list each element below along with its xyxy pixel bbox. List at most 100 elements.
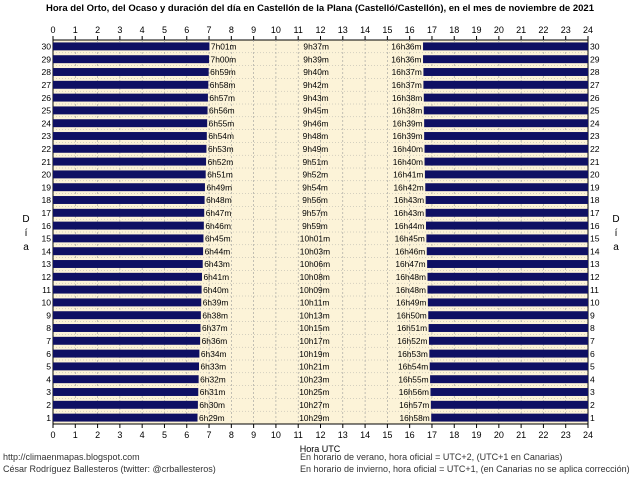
night-bar-before-sunrise	[53, 285, 202, 294]
daylength-label: 10h11m	[300, 298, 330, 308]
right-day-label: 11	[590, 285, 599, 295]
left-day-label: 9	[46, 310, 51, 320]
daylength-label: 9h43m	[303, 93, 329, 103]
night-bar-before-sunrise	[53, 311, 201, 320]
daylength-label: 10h25m	[299, 387, 329, 397]
sunrise-label: 6h54m	[208, 131, 234, 141]
sunset-label: 16h46m	[395, 246, 425, 256]
sunrise-label: 6h44m	[205, 246, 231, 256]
daylength-label: 9h39m	[303, 54, 329, 64]
bottom-tick-label: 8	[229, 430, 234, 440]
right-day-label: 6	[590, 349, 595, 359]
night-bar-before-sunrise	[53, 144, 207, 153]
night-bar-before-sunrise	[53, 106, 208, 115]
daylength-label: 9h49m	[303, 144, 329, 154]
right-day-label: 28	[590, 67, 600, 77]
night-bar-before-sunrise	[53, 170, 206, 179]
daylength-label: 10h06m	[300, 259, 330, 269]
night-bar-after-sunset	[428, 324, 588, 332]
right-day-label: 2	[590, 400, 595, 410]
night-bar-after-sunset	[430, 375, 588, 384]
sunset-label: 16h56m	[399, 387, 429, 397]
top-tick-label: 11	[294, 25, 303, 35]
right-day-label: 5	[590, 362, 595, 372]
daylength-label: 10h23m	[299, 374, 329, 384]
top-tick-label: 18	[449, 25, 459, 35]
night-bar-before-sunrise	[53, 362, 200, 371]
night-bar-before-sunrise	[53, 183, 205, 192]
sunset-label: 16h42m	[394, 182, 424, 192]
night-bar-before-sunrise	[53, 413, 198, 422]
night-bar-after-sunset	[426, 234, 588, 243]
left-day-label: 29	[41, 54, 51, 64]
daylength-label: 10h27m	[299, 400, 329, 410]
sunrise-label: 6h46m	[205, 221, 231, 231]
sunrise-label: 6h45m	[205, 234, 231, 244]
sunrise-label: 6h37m	[202, 323, 228, 333]
y-axis-label-letter: a	[23, 242, 29, 253]
top-tick-label: 0	[50, 25, 55, 35]
top-tick-label: 15	[382, 25, 392, 35]
night-bar-before-sunrise	[53, 272, 202, 281]
daylength-label: 9h56m	[302, 195, 328, 205]
bottom-tick-label: 12	[315, 430, 325, 440]
left-day-label: 26	[41, 93, 51, 103]
bottom-tick-label: 4	[140, 430, 145, 440]
sunrise-label: 6h59m	[210, 67, 236, 77]
right-day-labels: 1234567891011121314151617181920212223242…	[590, 42, 600, 423]
bottom-tick-label: 11	[294, 430, 303, 440]
daylength-label: 10h21m	[299, 362, 329, 372]
sunset-label: 16h57m	[399, 400, 429, 410]
sunset-label: 16h53m	[398, 349, 428, 359]
night-bar-before-sunrise	[53, 132, 207, 140]
sunset-label: 16h45m	[395, 234, 425, 244]
left-day-label: 3	[46, 387, 51, 397]
sunset-label: 16h36m	[391, 54, 421, 64]
night-bar-after-sunset	[423, 80, 588, 89]
sunset-label: 16h38m	[392, 106, 422, 116]
right-day-label: 3	[590, 387, 595, 397]
night-bar-before-sunrise	[53, 234, 204, 243]
left-day-label: 10	[41, 298, 51, 308]
left-day-label: 28	[41, 67, 51, 77]
top-tick-label: 6	[184, 25, 189, 35]
bottom-tick-label: 9	[251, 430, 256, 440]
left-day-label: 19	[41, 182, 51, 192]
night-bar-before-sunrise	[53, 42, 210, 51]
night-bar-before-sunrise	[53, 208, 205, 217]
top-tick-label: 19	[472, 25, 482, 35]
top-tick-label: 5	[162, 25, 167, 35]
top-tick-label: 4	[140, 25, 145, 35]
sunset-label: 16h55m	[398, 374, 428, 384]
right-day-label: 23	[590, 131, 600, 141]
night-bar-before-sunrise	[53, 388, 199, 396]
sunset-label: 16h44m	[394, 221, 424, 231]
top-tick-label: 13	[338, 25, 348, 35]
sunrise-label: 6h58m	[210, 80, 236, 90]
top-tick-label: 24	[583, 25, 593, 35]
night-bar-after-sunset	[427, 285, 588, 294]
night-bar-after-sunset	[426, 221, 588, 230]
sunset-label: 16h40m	[393, 157, 423, 167]
sunrise-label: 6h49m	[206, 182, 232, 192]
night-bar-after-sunset	[423, 55, 588, 64]
left-day-labels: 1234567891011121314151617181920212223242…	[41, 42, 51, 423]
bottom-tick-label: 17	[427, 430, 437, 440]
sunset-label: 16h48m	[396, 285, 426, 295]
sunrise-label: 6h32m	[200, 374, 226, 384]
top-tick-label: 8	[229, 25, 234, 35]
left-day-label: 5	[46, 362, 51, 372]
chart-title: Hora del Orto, del Ocaso y duración del …	[46, 3, 595, 14]
night-bar-after-sunset	[427, 272, 588, 281]
night-bar-after-sunset	[428, 336, 588, 345]
right-day-label: 12	[590, 272, 600, 282]
night-bar-after-sunset	[427, 260, 588, 268]
night-bar-before-sunrise	[53, 93, 208, 102]
daylength-label: 9h52m	[302, 170, 328, 180]
night-bar-before-sunrise	[53, 55, 210, 64]
left-day-label: 13	[41, 259, 51, 269]
bottom-tick-label: 2	[95, 430, 100, 440]
daylength-label: 10h01m	[300, 234, 330, 244]
top-tick-label: 17	[427, 25, 437, 35]
